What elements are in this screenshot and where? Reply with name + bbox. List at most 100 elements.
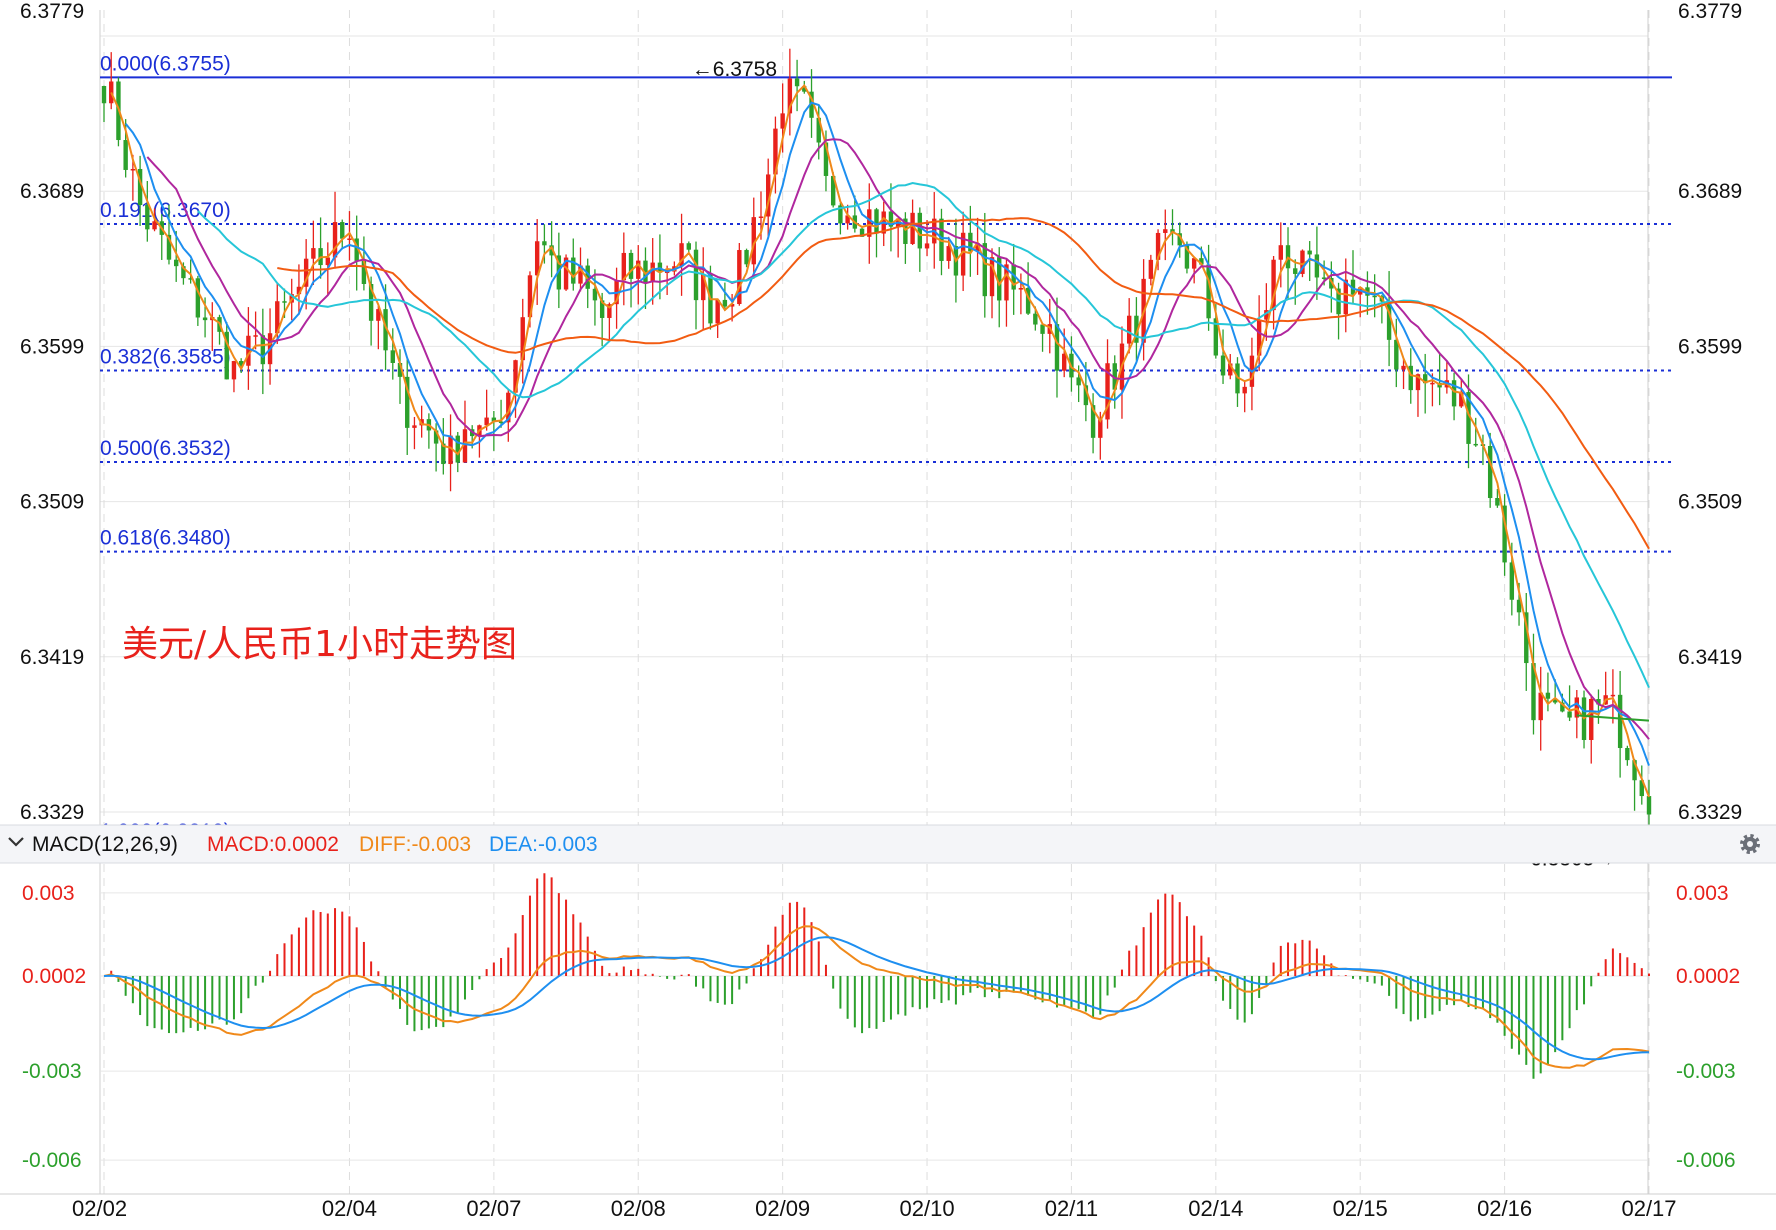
y-tick-left: 6.3509: [20, 491, 84, 514]
candle-body: [874, 209, 879, 234]
candle-body: [282, 301, 287, 303]
candle-body: [592, 288, 598, 301]
candle-body: [910, 212, 915, 244]
fib-label: 0.618(6.3480): [100, 527, 231, 550]
candle-body: [1394, 339, 1399, 370]
y-tick-right: 6.3509: [1678, 491, 1742, 514]
candle-body: [816, 117, 821, 143]
candle-body: [628, 252, 634, 279]
macd-y-tick-right: 0.003: [1676, 882, 1729, 905]
candle-body: [758, 216, 764, 219]
candle-body: [1134, 315, 1139, 343]
candle-body: [101, 86, 107, 104]
candle-body: [368, 283, 374, 321]
candle-body: [686, 243, 691, 250]
candle-body: [643, 260, 648, 283]
candle-body: [1018, 287, 1024, 290]
candle-body: [1350, 279, 1356, 295]
candle-body: [1610, 694, 1616, 697]
y-tick-left: 6.3599: [20, 335, 84, 358]
macd-y-tick-left: -0.003: [22, 1060, 82, 1083]
candle-body: [1090, 405, 1096, 438]
candle-body: [549, 245, 554, 256]
macd-grid: [100, 892, 1648, 1161]
candle-body: [224, 331, 229, 380]
candle-body: [390, 350, 395, 363]
y-tick-left: 6.3779: [20, 0, 84, 23]
candle-body: [1300, 250, 1305, 274]
candle-body: [325, 257, 331, 266]
moving-average-line: [110, 83, 1650, 798]
chevron-down-icon[interactable]: [8, 837, 24, 847]
candle-body: [1372, 295, 1377, 298]
x-tick-label: 02/07: [466, 1196, 521, 1221]
candle-body: [231, 361, 237, 380]
moving-average-line: [197, 181, 1650, 689]
candle-body: [1148, 259, 1154, 279]
candle-body: [520, 317, 525, 361]
candle-body: [924, 243, 930, 249]
candle-body: [202, 317, 208, 321]
candle-body: [989, 257, 995, 297]
candle-body: [939, 218, 944, 261]
candle-body: [376, 309, 381, 321]
candle-body: [405, 376, 410, 428]
time-axis: 02/02 02/04 02/07 02/08 02/09 02/10 02/11 02/14…: [0, 1193, 1776, 1221]
fib-label: 0.500(6.3532): [100, 437, 231, 460]
candle-body: [1545, 692, 1551, 699]
candle-body: [527, 275, 533, 318]
candle-body: [1155, 232, 1161, 260]
price-axes: 6.3779 6.3779 6.3689 6.3689 6.3599 6.3599 6.35…: [20, 0, 1742, 824]
candle-body: [296, 286, 302, 295]
macd-y-tick-left: -0.006: [22, 1149, 82, 1172]
candle-body: [130, 168, 136, 171]
candle-body: [1516, 599, 1522, 613]
candle-body: [679, 243, 684, 267]
candle-body: [311, 248, 316, 259]
candle-body: [1199, 258, 1204, 265]
x-tick-label: 02/04: [322, 1196, 377, 1221]
candle-body: [188, 278, 193, 280]
macd-axes: 0.003 0.003 0.0002 0.0002 -0.003 -0.003 -0.006…: [22, 882, 1740, 1172]
candle-body: [1466, 392, 1471, 444]
candle-body: [1177, 233, 1182, 246]
candle-body: [1293, 268, 1298, 274]
candle-body: [340, 222, 345, 239]
y-tick-left: 6.3689: [20, 180, 84, 203]
candle-body: [845, 215, 850, 224]
candle-body: [109, 81, 114, 104]
candle-body: [1076, 377, 1081, 386]
gear-icon[interactable]: [1740, 834, 1760, 854]
candle-body: [1639, 780, 1644, 797]
candle-body: [1112, 363, 1117, 390]
candle-body: [751, 217, 756, 265]
candle-body: [599, 300, 605, 318]
y-tick-right: 6.3329: [1678, 801, 1742, 824]
candle-body: [823, 142, 829, 176]
candle-body: [1054, 324, 1060, 371]
candle-body: [347, 238, 352, 240]
candle-body: [498, 421, 504, 424]
candle-body: [433, 430, 439, 444]
x-tick-label: 02/17: [1621, 1196, 1676, 1221]
x-tick-label: 02/10: [900, 1196, 955, 1221]
candle-body: [166, 234, 172, 260]
macd-histogram: [110, 873, 1650, 1079]
candle-body: [1343, 279, 1348, 315]
x-tick-label: 02/11: [1045, 1196, 1098, 1221]
candle-body: [1386, 301, 1392, 340]
candle-body: [361, 260, 367, 284]
candles: [101, 48, 1652, 841]
candle-body: [1430, 382, 1435, 385]
candle-body: [585, 265, 590, 289]
y-tick-left: 6.3329: [20, 801, 84, 824]
candle-body: [123, 140, 128, 170]
candle-body: [195, 278, 201, 318]
candle-body: [1538, 692, 1543, 721]
candle-body: [888, 211, 894, 227]
candle-body: [455, 435, 460, 463]
candle-body: [1098, 419, 1103, 438]
candle-body: [636, 260, 641, 279]
candle-body: [260, 335, 266, 365]
